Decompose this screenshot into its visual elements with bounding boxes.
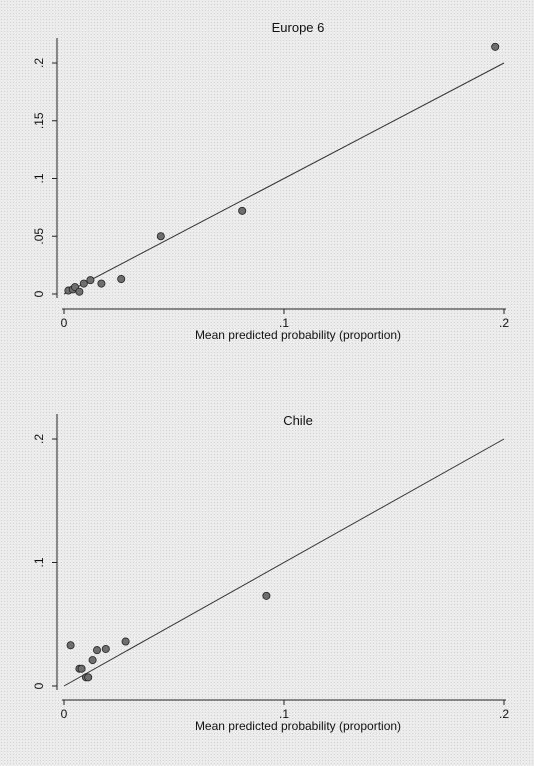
y-tick-label: 0 bbox=[32, 290, 46, 297]
data-point bbox=[117, 274, 126, 283]
y-tick-label: .15 bbox=[32, 112, 46, 129]
data-point bbox=[77, 664, 86, 673]
x-tick-label: .2 bbox=[499, 316, 509, 330]
data-point bbox=[101, 644, 110, 653]
data-point bbox=[238, 206, 247, 215]
y-tick-label: .1 bbox=[32, 557, 46, 567]
chart-title: Europe 6 bbox=[272, 20, 325, 35]
data-point bbox=[121, 637, 130, 646]
x-tick-label: .1 bbox=[279, 707, 289, 721]
data-point bbox=[491, 42, 500, 51]
data-point bbox=[156, 232, 165, 241]
y-tick-label: .2 bbox=[32, 434, 46, 444]
data-point bbox=[262, 591, 271, 600]
y-tick-label: .05 bbox=[32, 228, 46, 245]
reference-line bbox=[63, 62, 505, 295]
data-point bbox=[75, 287, 84, 296]
data-point bbox=[79, 279, 88, 288]
data-point bbox=[88, 656, 97, 665]
y-tick-label: .2 bbox=[32, 58, 46, 68]
y-tick-label: .1 bbox=[32, 173, 46, 183]
x-axis-label: Mean predicted probability (proportion) bbox=[195, 719, 401, 733]
chart-panel-1: Europe 6 0 .05 .1 .15 .2 0 .1 .2 Mean predicted p… bbox=[32, 20, 509, 342]
chart-panel-2: Chile 0 .1 .2 0 .1 .2 Mean predicted probabilit… bbox=[32, 413, 509, 733]
data-point bbox=[97, 279, 106, 288]
data-point bbox=[66, 641, 75, 650]
x-tick-label: 0 bbox=[61, 707, 68, 721]
x-tick-label: .1 bbox=[279, 316, 289, 330]
chart-title: Chile bbox=[283, 413, 313, 428]
x-tick-label: .2 bbox=[499, 707, 509, 721]
data-point bbox=[84, 673, 93, 682]
y-tick-label: 0 bbox=[32, 682, 46, 689]
data-point bbox=[93, 646, 102, 655]
x-axis-label: Mean predicted probability (proportion) bbox=[195, 328, 401, 342]
data-point bbox=[86, 276, 95, 285]
x-tick-label: 0 bbox=[61, 316, 68, 330]
reference-line bbox=[63, 438, 505, 687]
